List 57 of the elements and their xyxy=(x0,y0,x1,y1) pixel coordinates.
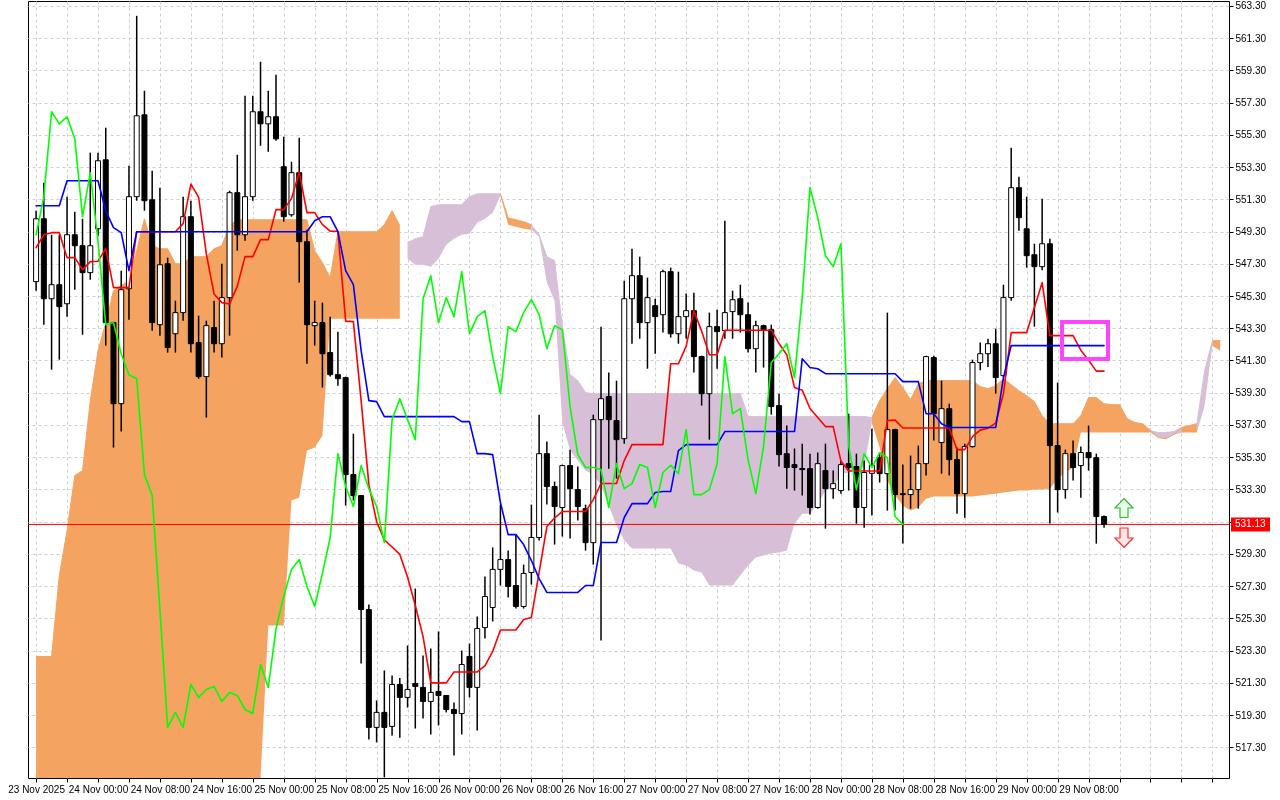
candlestick xyxy=(211,299,218,354)
x-tick-label: 24 Nov 16:00 xyxy=(192,783,253,795)
x-tick-label: 27 Nov 00:00 xyxy=(625,783,686,795)
ref-line-label: 531.13 xyxy=(1235,518,1267,530)
candlestick xyxy=(420,654,427,720)
candlestick xyxy=(574,465,581,522)
x-tick-label: 26 Nov 16:00 xyxy=(564,783,624,795)
y-tick-label: 535.30 xyxy=(1235,451,1267,463)
x-tick-label: 28 Nov 08:00 xyxy=(873,783,934,795)
candlestick xyxy=(412,587,419,730)
y-tick-label: 543.30 xyxy=(1235,322,1267,334)
y-tick-label: 533.30 xyxy=(1235,483,1267,495)
x-tick-label: 25 Nov 08:00 xyxy=(316,783,377,795)
x-tick-label: 25 Nov 16:00 xyxy=(378,783,439,795)
y-tick-label: 557.30 xyxy=(1235,97,1267,109)
y-tick-label: 523.30 xyxy=(1235,645,1267,657)
line-series xyxy=(35,179,1105,594)
y-tick-label: 561.30 xyxy=(1235,32,1267,44)
y-tick-label: 547.30 xyxy=(1235,258,1267,270)
x-tick-label: 27 Nov 16:00 xyxy=(749,783,810,795)
y-tick-label: 545.30 xyxy=(1235,290,1267,302)
y-tick-label: 563.30 xyxy=(1235,0,1267,12)
x-tick-label: 23 Nov 2025 xyxy=(8,783,66,795)
y-tick-label: 559.30 xyxy=(1235,64,1267,76)
x-tick-label: 25 Nov 00:00 xyxy=(254,783,315,795)
candlestick xyxy=(799,442,806,497)
y-tick-label: 525.30 xyxy=(1235,612,1267,624)
x-tick-label: 29 Nov 00:00 xyxy=(997,783,1058,795)
x-tick-label: 24 Nov 08:00 xyxy=(130,783,191,795)
y-tick-label: 537.30 xyxy=(1235,419,1267,431)
y-tick-label: 517.30 xyxy=(1235,741,1267,753)
y-tick-label: 555.30 xyxy=(1235,129,1267,141)
y-tick-label: 521.30 xyxy=(1235,677,1267,689)
y-tick-label: 527.30 xyxy=(1235,580,1267,592)
y-tick-label: 519.30 xyxy=(1235,709,1267,721)
x-tick-label: 29 Nov 08:00 xyxy=(1059,783,1120,795)
y-tick-label: 553.30 xyxy=(1235,161,1267,173)
candlestick xyxy=(605,371,612,470)
candlestick xyxy=(628,248,635,345)
y-tick-label: 529.30 xyxy=(1235,548,1267,560)
x-tick-label: 24 Nov 00:00 xyxy=(68,783,129,795)
y-tick-label: 539.30 xyxy=(1235,387,1267,399)
candlestick xyxy=(567,448,574,540)
candlestick xyxy=(598,325,605,642)
x-tick-label: 28 Nov 00:00 xyxy=(811,783,872,795)
line-series xyxy=(35,110,904,729)
x-tick-label: 28 Nov 16:00 xyxy=(935,783,996,795)
candlestick xyxy=(450,701,457,757)
y-tick-label: 551.30 xyxy=(1235,193,1267,205)
candlestick xyxy=(984,337,991,368)
x-tick-label: 26 Nov 00:00 xyxy=(440,783,501,795)
x-tick-label: 26 Nov 08:00 xyxy=(502,783,563,795)
y-tick-label: 541.30 xyxy=(1235,354,1267,366)
candlestick xyxy=(273,74,279,142)
candlestick xyxy=(721,219,728,340)
y-tick-label: 549.30 xyxy=(1235,226,1267,238)
x-tick-label: 27 Nov 08:00 xyxy=(687,783,748,795)
